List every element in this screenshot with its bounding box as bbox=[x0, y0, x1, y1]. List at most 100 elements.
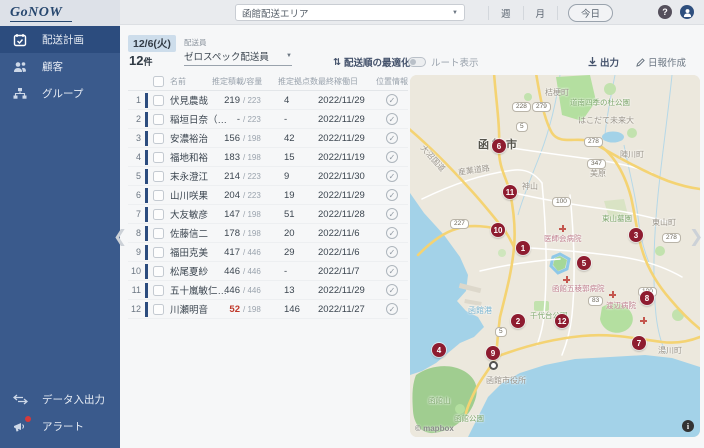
logo-row: GoNOW bbox=[0, 0, 120, 26]
row-checkbox[interactable] bbox=[153, 247, 164, 258]
route-display-toggle[interactable]: ルート表示 bbox=[408, 55, 479, 69]
table-row[interactable]: 3 安濃裕治 156/ 198 42 2022/11/29 bbox=[128, 129, 408, 148]
week-button[interactable]: 週 bbox=[488, 6, 524, 20]
table-row[interactable]: 6 山川咲果 204/ 223 19 2022/11/29 bbox=[128, 186, 408, 205]
row-checkbox[interactable] bbox=[153, 114, 164, 125]
map-marker[interactable]: 12 bbox=[555, 314, 569, 328]
map-marker[interactable]: 7 bbox=[632, 336, 646, 350]
sort-icon: ⇅ bbox=[333, 57, 341, 68]
table-row[interactable]: 7 大友敏彦 147/ 198 51 2022/11/28 bbox=[128, 205, 408, 224]
row-checkbox[interactable] bbox=[153, 285, 164, 296]
map-marker[interactable]: 10 bbox=[491, 223, 505, 237]
map-marker[interactable]: 11 bbox=[503, 185, 517, 199]
location-status-icon bbox=[386, 94, 398, 106]
row-checkbox[interactable] bbox=[153, 304, 164, 315]
create-report-button[interactable]: 日報作成 bbox=[636, 55, 686, 69]
row-checkbox[interactable] bbox=[153, 133, 164, 144]
sidebar-item-groups[interactable]: グループ bbox=[0, 80, 120, 107]
select-all-checkbox[interactable] bbox=[153, 76, 164, 87]
table-header: 名前 推定積載/容量 推定拠点数 最終稼働日 位置情報 bbox=[128, 73, 408, 91]
last-active-date: 2022/11/29 bbox=[318, 285, 365, 296]
table-row[interactable]: 12 川瀬明音 52/ 198 146 2022/11/27 bbox=[128, 300, 408, 319]
row-checkbox[interactable] bbox=[153, 266, 164, 277]
map-marker[interactable]: 9 bbox=[486, 346, 500, 360]
sidebar-item-alerts[interactable]: アラート bbox=[0, 413, 120, 440]
driver-select[interactable]: ゼロスペック配送員 ▼ bbox=[184, 49, 292, 66]
load-capacity-cell: -/ 223 bbox=[212, 114, 276, 125]
road-shield: 278 bbox=[584, 137, 603, 147]
table-row[interactable]: 9 福田克美 417/ 446 29 2022/11/6 bbox=[128, 243, 408, 262]
row-checkbox[interactable] bbox=[153, 209, 164, 220]
map-marker[interactable]: 1 bbox=[516, 241, 530, 255]
sidebar-item-label: 配送計画 bbox=[42, 32, 84, 47]
stops-value: 51 bbox=[284, 209, 295, 220]
row-accent-bar bbox=[145, 169, 148, 184]
capacity-value: / 446 bbox=[243, 267, 261, 276]
map-info-button[interactable]: i bbox=[682, 420, 694, 432]
area-select[interactable]: 函館配送エリア ▼ bbox=[235, 4, 465, 21]
map-marker[interactable]: 2 bbox=[511, 314, 525, 328]
sidebar: GoNOW 配送計画 顧客 グループ bbox=[0, 0, 120, 448]
map[interactable]: 函館市桔梗町道南四季の杜公園はこだて未来大陣川町美原神山大沼国道産業道路東山墓園… bbox=[410, 75, 700, 437]
stops-value: 20 bbox=[284, 228, 295, 239]
capacity-value: / 446 bbox=[243, 248, 261, 257]
sidebar-item-customers[interactable]: 顧客 bbox=[0, 53, 120, 80]
row-checkbox[interactable] bbox=[153, 190, 164, 201]
table-row[interactable]: 8 佐藤信二 178/ 198 20 2022/11/6 bbox=[128, 224, 408, 243]
row-accent-bar bbox=[145, 112, 148, 127]
stops-value: - bbox=[284, 266, 287, 277]
load-capacity-cell: 446/ 446 bbox=[212, 285, 276, 296]
map-marker[interactable]: 8 bbox=[640, 291, 654, 305]
row-accent-bar bbox=[145, 264, 148, 279]
map-marker[interactable]: 5 bbox=[577, 256, 591, 270]
next-date-chevron[interactable]: ❯ bbox=[689, 227, 703, 247]
load-value: 156 bbox=[212, 133, 240, 144]
map-marker[interactable]: 4 bbox=[432, 343, 446, 357]
mapbox-attribution[interactable]: © mapbox bbox=[415, 424, 454, 433]
table-row[interactable]: 4 福地和裕 183/ 198 15 2022/11/19 bbox=[128, 148, 408, 167]
road-shield: 5 bbox=[516, 122, 528, 132]
last-active-date: 2022/11/6 bbox=[318, 228, 360, 239]
month-button[interactable]: 月 bbox=[524, 6, 559, 20]
previous-date-chevron[interactable]: ❮ bbox=[113, 227, 127, 247]
row-checkbox[interactable] bbox=[153, 171, 164, 182]
capacity-value: / 198 bbox=[243, 305, 261, 314]
sidebar-item-data-io[interactable]: データ入出力 bbox=[0, 386, 120, 413]
row-checkbox[interactable] bbox=[153, 228, 164, 239]
location-status-icon bbox=[386, 208, 398, 220]
load-value: 204 bbox=[212, 190, 240, 201]
map-marker[interactable]: 6 bbox=[492, 139, 506, 153]
load-value: 214 bbox=[212, 171, 240, 182]
load-capacity-cell: 52/ 198 bbox=[212, 304, 276, 315]
hospital-cross-icon bbox=[559, 225, 566, 232]
table-row[interactable]: 5 末永澄江 214/ 223 9 2022/11/30 bbox=[128, 167, 408, 186]
row-number: 12 bbox=[128, 304, 141, 314]
map-label: 渡辺病院 bbox=[606, 300, 636, 311]
load-value: 219 bbox=[212, 95, 240, 106]
sidebar-item-delivery-plan[interactable]: 配送計画 bbox=[0, 26, 120, 53]
help-button[interactable]: ? bbox=[658, 5, 672, 19]
main-content: 12/6(火) 12件 配送員 ゼロスペック配送員 ▼ ⇅ 配送順の最適化 ルー… bbox=[120, 25, 704, 448]
record-count: 12件 bbox=[129, 52, 152, 70]
row-number: 6 bbox=[128, 190, 141, 200]
capacity-value: / 198 bbox=[243, 210, 261, 219]
optimize-route-button[interactable]: ⇅ 配送順の最適化 bbox=[333, 55, 410, 69]
capacity-value: / 198 bbox=[243, 229, 261, 238]
table-row[interactable]: 11 五十嵐敏仁… 446/ 446 13 2022/11/29 bbox=[128, 281, 408, 300]
load-value: 147 bbox=[212, 209, 240, 220]
current-date[interactable]: 12/6(火) bbox=[128, 35, 176, 52]
today-button[interactable]: 今日 bbox=[568, 4, 613, 22]
stops-value: 15 bbox=[284, 152, 295, 163]
export-button[interactable]: 出力 bbox=[588, 55, 619, 69]
last-active-date: 2022/11/29 bbox=[318, 95, 365, 106]
map-marker[interactable]: 3 bbox=[629, 228, 643, 242]
user-button[interactable] bbox=[680, 5, 694, 19]
table-row[interactable]: 1 伏見農哉 219/ 223 4 2022/11/29 bbox=[128, 91, 408, 110]
row-checkbox[interactable] bbox=[153, 152, 164, 163]
stops-value: 146 bbox=[284, 304, 300, 315]
stops-value: 42 bbox=[284, 133, 295, 144]
table-row[interactable]: 10 松尾夏紗 446/ 446 - 2022/11/7 bbox=[128, 262, 408, 281]
row-checkbox[interactable] bbox=[153, 95, 164, 106]
location-status-icon bbox=[386, 227, 398, 239]
table-row[interactable]: 2 稲垣日奈（… -/ 223 - 2022/11/29 bbox=[128, 110, 408, 129]
